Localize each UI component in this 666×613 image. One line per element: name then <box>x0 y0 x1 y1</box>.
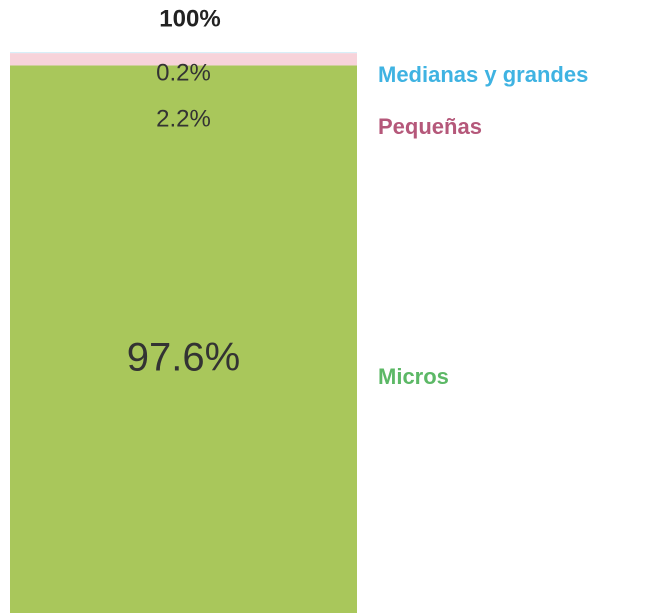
legend-label: Micros <box>378 364 449 389</box>
total-label: 100% <box>159 5 220 32</box>
legend-label: Pequeñas <box>378 114 482 139</box>
bar-segment <box>10 65 357 613</box>
bar-segment <box>10 52 357 54</box>
value-label: 2.2% <box>156 105 211 132</box>
value-label: 0.2% <box>156 59 211 86</box>
bar-segment <box>10 53 357 66</box>
legend-label: Medianas y grandes <box>378 62 588 87</box>
value-label: 97.6% <box>127 336 240 380</box>
